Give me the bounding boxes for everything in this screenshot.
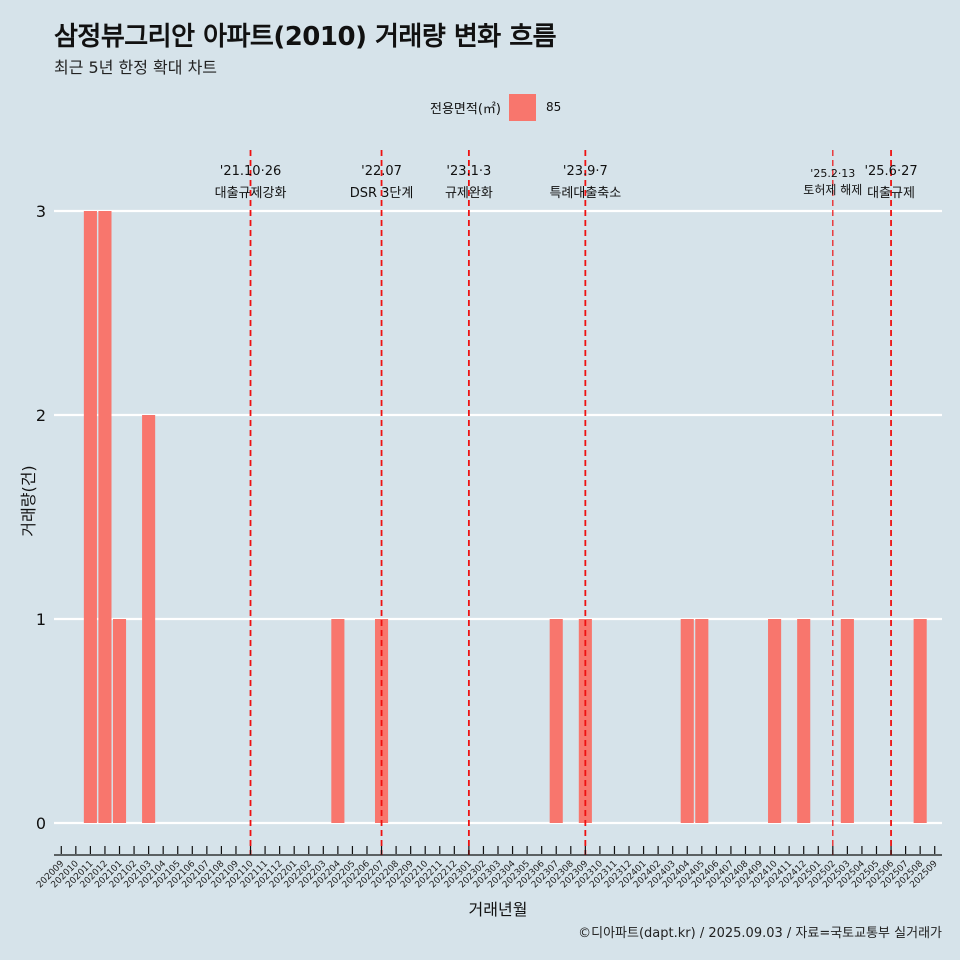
event-label-202207: DSR 3단계 <box>350 186 414 201</box>
event-date-202309: '23.9·7 <box>563 164 608 179</box>
event-date-202502: '25.2·13 <box>810 167 855 180</box>
bar-202012 <box>98 211 112 823</box>
bar-202307 <box>549 619 563 823</box>
bar-202101 <box>112 619 127 823</box>
y-axis-title: 거래량(건) <box>19 465 38 536</box>
x-axis-title: 거래년월 <box>469 900 528 919</box>
legend-label-85: 85 <box>545 100 562 114</box>
event-label-202110: 대출규제강화 <box>215 186 287 201</box>
legend-title: 전용면적(㎡) <box>430 101 501 117</box>
bar-202410 <box>768 619 782 823</box>
event-date-202110: '21.10·26 <box>220 164 281 179</box>
bar-202011 <box>83 211 97 823</box>
bar-202204 <box>331 619 345 823</box>
y-tick-label: 0 <box>36 814 46 833</box>
caption: ©디아파트(dapt.kr) / 2025.09.03 / 자료=국토교통부 실… <box>578 926 942 941</box>
event-date-202207: '22.07 <box>361 164 402 179</box>
y-tick-label: 3 <box>36 202 46 221</box>
event-date-202301: '23.1·3 <box>446 164 491 179</box>
y-tick-label: 2 <box>36 406 46 425</box>
bar-202508 <box>913 619 927 823</box>
bar-202103 <box>142 415 156 823</box>
event-label-202301: 규제완화 <box>445 186 493 201</box>
legend: 전용면적(㎡) 85 <box>430 93 561 121</box>
legend-swatch-85 <box>508 93 536 121</box>
bar-202405 <box>695 619 709 823</box>
y-tick-label: 1 <box>36 610 46 629</box>
chart-title: 삼정뷰그리안 아파트(2010) 거래량 변화 흐름 <box>54 22 557 52</box>
bar-202503 <box>840 619 854 823</box>
event-date-202506: '25.6·27 <box>864 164 917 179</box>
event-label-202309: 특례대출축소 <box>549 186 621 201</box>
event-label-202506: 대출규제 <box>867 186 915 201</box>
bar-202412 <box>797 619 811 823</box>
bar-202404 <box>680 619 694 823</box>
event-label-202502: 토허제 해제 <box>803 183 862 197</box>
chart-subtitle: 최근 5년 한정 확대 차트 <box>54 58 218 77</box>
